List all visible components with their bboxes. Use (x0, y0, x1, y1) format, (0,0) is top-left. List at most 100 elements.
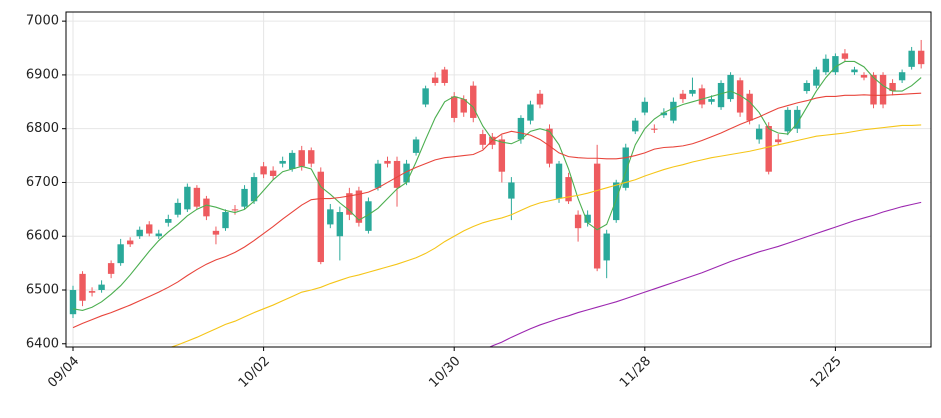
candle-body (641, 101, 648, 113)
candle-body (879, 74, 887, 105)
candle-body (231, 209, 239, 211)
candle-body (574, 214, 582, 229)
candle-body (269, 170, 277, 177)
candle-body (355, 190, 363, 223)
candle-body (470, 85, 477, 118)
candle-body (651, 128, 658, 130)
candle-body (755, 128, 763, 140)
candle-body (88, 291, 96, 293)
candle-body (79, 273, 86, 301)
candle-body (422, 88, 429, 105)
candle-body (822, 58, 830, 73)
candle-body (679, 93, 687, 100)
candle-body (784, 109, 791, 132)
candle-body (384, 160, 391, 164)
candle-body (908, 50, 915, 67)
candle-body (250, 177, 258, 202)
candle-body (775, 139, 782, 143)
candle-body (832, 56, 839, 73)
x-tick-label: 11/28 (617, 354, 654, 391)
candle-body (403, 163, 410, 183)
candle-body (555, 163, 563, 199)
moving-average-line (488, 201, 922, 347)
candle-body (136, 229, 143, 237)
candle-body (155, 233, 162, 237)
plot-frame (65, 11, 932, 348)
moving-average-line (72, 60, 922, 312)
y-tick-label: 6400 (26, 336, 59, 351)
candle-body (727, 74, 734, 100)
candle-body (717, 82, 725, 108)
candle-body (670, 101, 677, 121)
candle-body (736, 80, 744, 113)
x-tick-label: 12/25 (808, 354, 845, 391)
y-tick-label: 6500 (26, 283, 59, 298)
candle-body (841, 53, 849, 59)
candle-body (613, 182, 620, 221)
candle-body (460, 99, 467, 113)
candle-body (517, 117, 525, 140)
axis-labels: 6400 6500 6600 6700 6800 6900 7000 09/04 10/02 10… (26, 14, 845, 391)
candle-body (870, 74, 877, 105)
candle-body (632, 120, 639, 132)
candle-body (241, 188, 248, 207)
candle-body (374, 163, 382, 188)
candle-body (365, 201, 372, 231)
candle-body (222, 212, 229, 229)
candle-body (498, 139, 506, 172)
candle-body (327, 209, 334, 225)
candle-body (298, 150, 305, 167)
candle-body (479, 134, 486, 145)
candle-body (260, 166, 267, 175)
candle-body (584, 214, 591, 223)
candle-body (308, 150, 315, 164)
candle-body (765, 125, 772, 172)
candle-body (708, 99, 715, 102)
candle-body (622, 147, 629, 188)
x-tick-label: 09/04 (45, 354, 82, 391)
candle-body (508, 182, 515, 199)
candle-body (794, 109, 801, 129)
candle-body (851, 69, 858, 73)
x-tick-label: 10/02 (236, 354, 273, 391)
plot-area (69, 39, 925, 347)
candle-body (813, 69, 820, 86)
candle-body (898, 72, 906, 81)
candle-body (536, 93, 544, 105)
candle-body (165, 219, 172, 223)
candle-body (69, 290, 77, 315)
candle-body (288, 152, 296, 170)
candle-body (660, 112, 668, 116)
candle-body (527, 104, 534, 121)
candle-body (203, 198, 210, 217)
candle-body (431, 77, 439, 83)
grid (66, 12, 931, 347)
candle-body (451, 96, 458, 118)
candle-body (336, 212, 344, 237)
candle-body (184, 186, 191, 210)
candle-body (803, 82, 811, 92)
candle-body (212, 230, 220, 235)
candle-body (746, 93, 753, 121)
y-tick-label: 6800 (26, 121, 59, 136)
candle-body (126, 240, 134, 245)
y-tick-label: 6600 (26, 229, 59, 244)
y-tick-label: 6900 (26, 67, 59, 82)
candle-body (346, 193, 353, 215)
moving-average-line (169, 124, 922, 347)
candle-body (393, 160, 401, 188)
candle-body (107, 263, 115, 274)
candle-body (603, 233, 610, 261)
candle-body (889, 82, 896, 92)
candle-body (593, 163, 601, 269)
candle-body (279, 160, 286, 164)
candle-body (565, 177, 572, 202)
candle-body (412, 139, 420, 153)
candle-body (146, 224, 153, 234)
y-tick-label: 7000 (26, 14, 59, 29)
candle-body (698, 88, 706, 105)
moving-average-line (72, 92, 922, 329)
candle-body (689, 89, 696, 94)
candle-body (317, 171, 324, 263)
